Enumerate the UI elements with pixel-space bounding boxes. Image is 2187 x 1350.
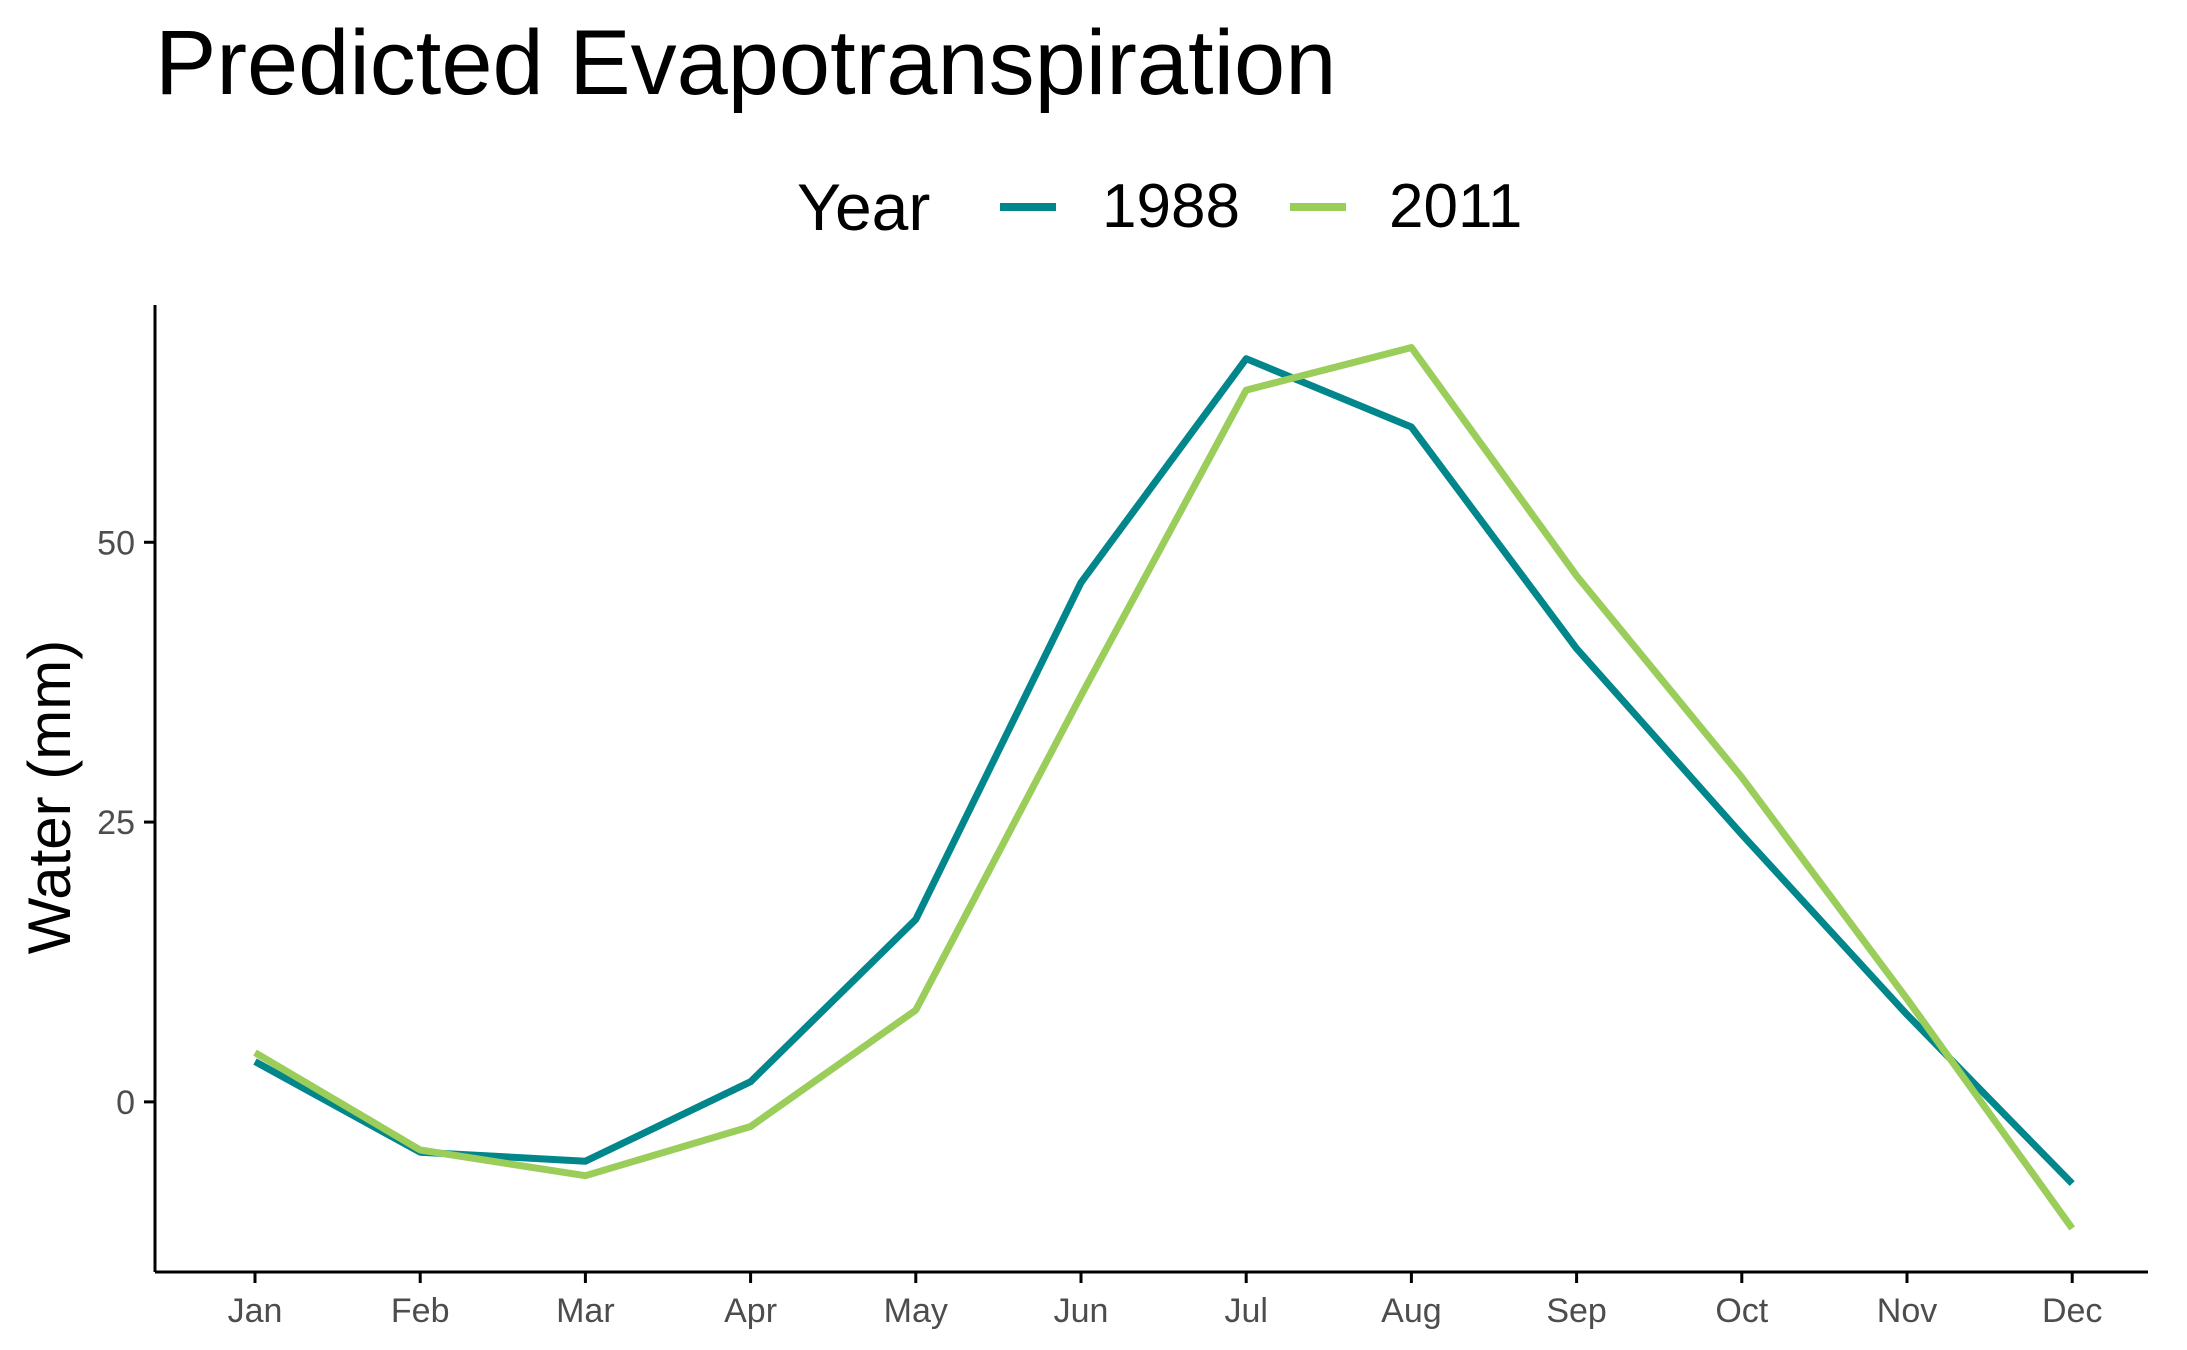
- series-line-1988: [253, 355, 2075, 1187]
- x-tick-label-jul: Jul: [1224, 1292, 1267, 1330]
- y-tick-label-25: 25: [97, 804, 135, 842]
- x-axis-ticks: Jan Feb Mar Apr May Jun Jul Aug Sep Oct Nov Dec: [228, 1272, 2102, 1330]
- x-tick-label-oct: Oct: [1715, 1292, 1768, 1330]
- x-tick-label-feb: Feb: [391, 1292, 450, 1330]
- x-tick-label-sep: Sep: [1546, 1292, 1607, 1330]
- x-tick-label-apr: Apr: [724, 1292, 777, 1330]
- legend-title: Year: [797, 170, 930, 244]
- series-lines: [253, 344, 2076, 1231]
- x-tick-label-jan: Jan: [228, 1292, 283, 1330]
- chart-title: Predicted Evapotranspiration: [155, 12, 1336, 114]
- x-tick-label-jun: Jun: [1054, 1292, 1109, 1330]
- y-axis-ticks: 0 25 50: [97, 524, 155, 1122]
- x-tick-label-may: May: [884, 1292, 948, 1330]
- legend: Year 1988 2011: [797, 170, 1522, 244]
- legend-label-1988: 1988: [1102, 172, 1240, 241]
- x-tick-label-mar: Mar: [556, 1292, 615, 1330]
- series-line-2011: [253, 344, 2076, 1231]
- x-tick-label-nov: Nov: [1877, 1292, 1937, 1330]
- legend-label-2011: 2011: [1389, 172, 1522, 241]
- y-tick-label-50: 50: [97, 524, 135, 562]
- y-tick-label-0: 0: [116, 1084, 135, 1122]
- x-tick-label-aug: Aug: [1381, 1292, 1442, 1330]
- x-tick-label-dec: Dec: [2042, 1292, 2102, 1330]
- y-axis-label: Water (mm): [16, 640, 83, 954]
